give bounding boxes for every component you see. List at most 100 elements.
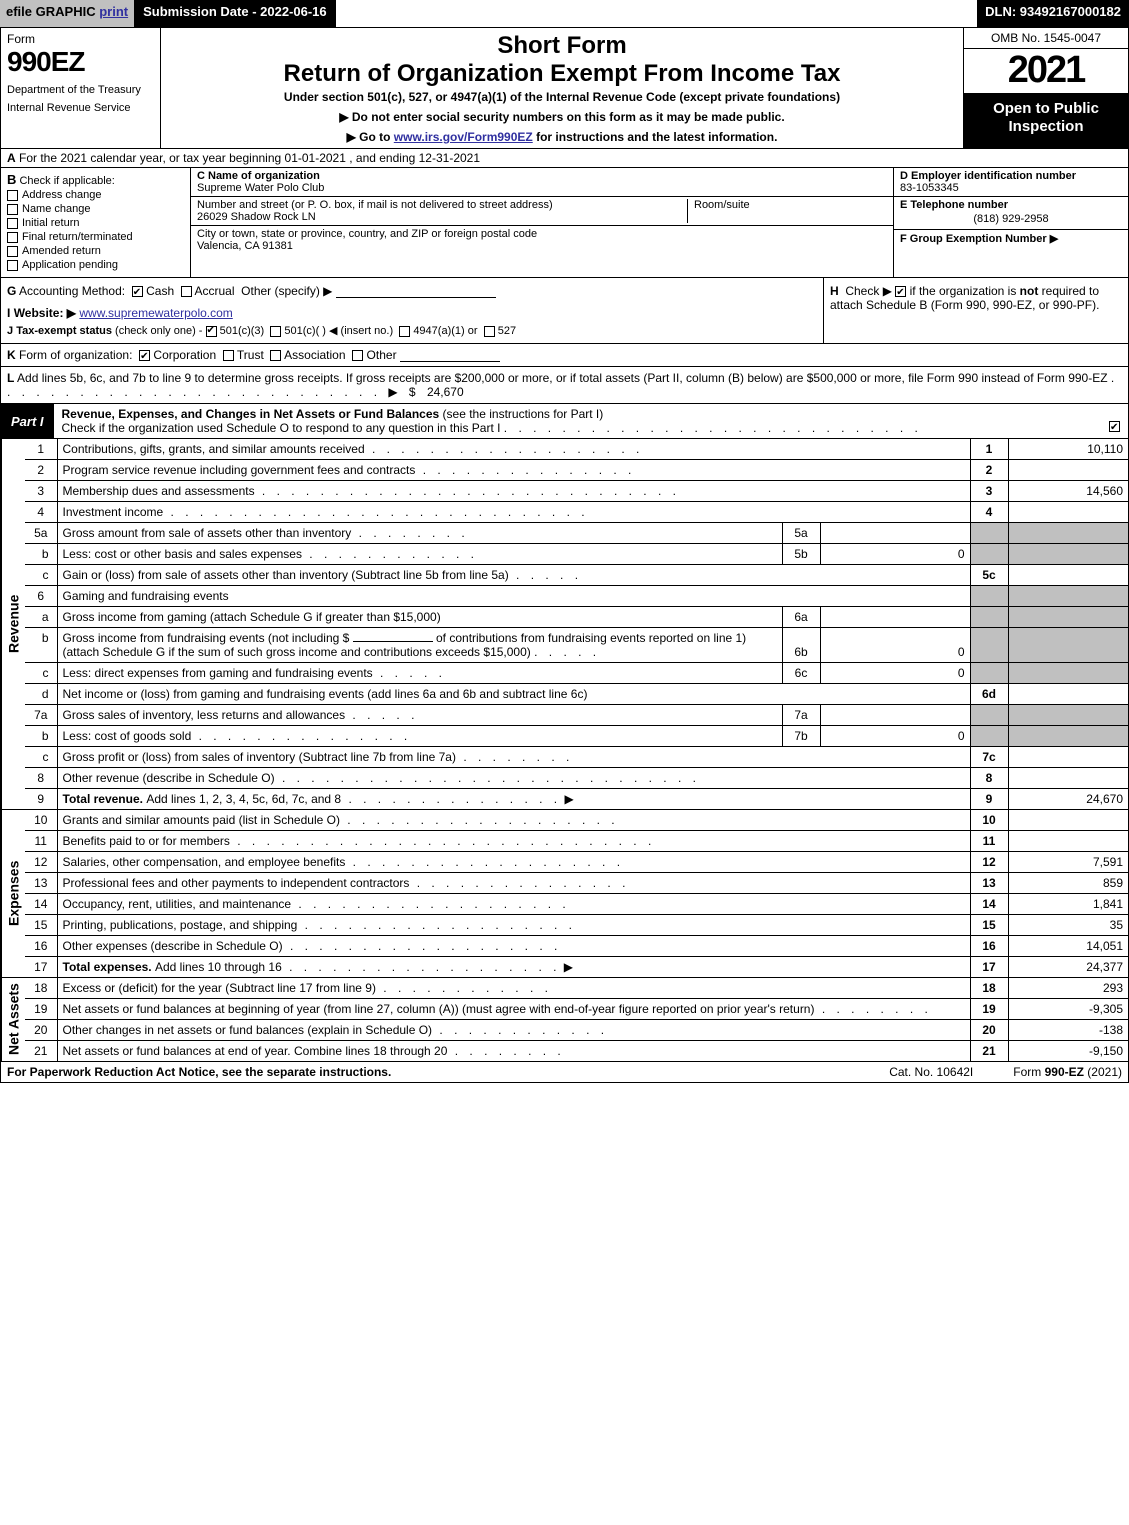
chk-initial-return: Initial return [7,217,184,229]
shade-cell [970,607,1008,628]
desc-text: Occupancy, rent, utilities, and maintena… [63,897,292,911]
checkbox-schedb-icon[interactable] [895,286,906,297]
dots: . . . . . . . . [456,750,573,764]
city-value: Valencia, CA 91381 [197,240,293,252]
arrow-icon: ▶ [564,792,573,806]
checkbox-accrual-icon[interactable] [181,286,192,297]
part-1-instr: (see the instructions for Part I) [443,407,604,421]
part-1-label: Part I [1,411,54,432]
checkbox-trust-icon[interactable] [223,350,234,361]
checkbox-501c-icon[interactable] [270,326,281,337]
return-title: Return of Organization Exempt From Incom… [167,60,957,88]
ghi-block: G Accounting Method: Cash Accrual Other … [0,278,1129,344]
desc-text: Benefits paid to or for members [63,834,230,848]
dots: . . . . . [345,708,418,722]
desc-text: Gross amount from sale of assets other t… [63,526,352,540]
opt-other: Other [367,348,397,362]
shade-cell [970,726,1008,747]
row-h-text1: Check ▶ [845,284,892,298]
cash-label: Cash [146,284,174,298]
sub-val: 0 [820,628,970,663]
line-value [1008,460,1128,481]
revenue-side-label: Revenue [1,439,25,809]
netassets-table-body: 18 Excess or (deficit) for the year (Sub… [25,978,1128,1061]
phone-value: (818) 929-2958 [900,211,1122,227]
line-10: 10 Grants and similar amounts paid (list… [25,810,1128,831]
netassets-table: 18 Excess or (deficit) for the year (Sub… [25,978,1128,1061]
row-i-letter: I [7,306,10,320]
street-row: Number and street (or P. O. box, if mail… [191,197,893,226]
line-value: -9,150 [1008,1041,1128,1062]
line-12: 12 Salaries, other compensation, and emp… [25,852,1128,873]
city-row: City or town, state or province, country… [191,226,893,254]
checkbox-corp-icon[interactable] [139,350,150,361]
line-desc: Net assets or fund balances at beginning… [57,999,970,1020]
checkbox-assoc-icon[interactable] [270,350,281,361]
line-value [1008,684,1128,705]
line-num: c [25,565,57,586]
checkbox-icon[interactable] [7,190,18,201]
netassets-side-label: Net Assets [1,978,25,1061]
line-value: 35 [1008,915,1128,936]
sub-val [820,523,970,544]
line-7c: c Gross profit or (loss) from sales of i… [25,747,1128,768]
sub-val: 0 [820,663,970,684]
blank-amount [353,641,433,642]
desc-text: Investment income [63,505,164,519]
line-num: 15 [25,915,57,936]
line-19: 19 Net assets or fund balances at beginn… [25,999,1128,1020]
website-link[interactable]: www.supremewaterpolo.com [79,306,232,320]
dots: . . . . . . . . [447,1044,564,1058]
dots: . . . . . . . . . . . . . . . . . . . [291,897,570,911]
footer-post: (2021) [1084,1065,1122,1079]
checkbox-icon[interactable] [7,232,18,243]
short-form-title: Short Form [167,32,957,60]
dots: . . . . . [509,568,582,582]
line-num: b [25,544,57,565]
row-j-label: Tax-exempt status [16,325,112,337]
line-value [1008,565,1128,586]
line-6b: b Gross income from fundraising events (… [25,628,1128,663]
line-num: 2 [25,460,57,481]
row-i-website: I Website: ▶ www.supremewaterpolo.com [7,306,817,320]
line-rnum: 12 [970,852,1008,873]
print-link[interactable]: print [99,4,128,19]
row-l-gross-receipts: L Add lines 5b, 6c, and 7b to line 9 to … [0,367,1129,404]
dots: . . . . . . . . . . . . . . . [415,463,635,477]
line-desc: Gross sales of inventory, less returns a… [57,705,782,726]
sub-val: 0 [820,726,970,747]
goto-link[interactable]: www.irs.gov/Form990EZ [394,130,533,144]
desc-bold: Total expenses. [63,960,155,974]
part-1-check-text: Check if the organization used Schedule … [62,421,501,435]
row-k-form-org: K Form of organization: Corporation Trus… [0,344,1129,367]
header-center: Short Form Return of Organization Exempt… [161,28,963,148]
checkbox-icon[interactable] [7,246,18,257]
line-num: 12 [25,852,57,873]
checkbox-icon[interactable] [7,218,18,229]
part-1-dots: . . . . . . . . . . . . . . . . . . . . … [504,421,922,435]
checkbox-cash-icon[interactable] [132,286,143,297]
checkbox-501c3-icon[interactable] [206,326,217,337]
shade-cell [1008,523,1128,544]
line-num: 7a [25,705,57,726]
dots: . . . . . . . . . . . . . . . . . . . [283,939,562,953]
dots: . . . . . . . . . . . . . . . . . . . . … [230,834,655,848]
line-value: 7,591 [1008,852,1128,873]
checkbox-icon[interactable] [7,204,18,215]
header-left: Form 990EZ Department of the Treasury In… [1,28,161,148]
checkbox-other-icon[interactable] [352,350,363,361]
expenses-table-body: 10 Grants and similar amounts paid (list… [25,810,1128,977]
ein-value: 83-1053345 [900,182,959,194]
line-rnum: 2 [970,460,1008,481]
line-desc: Gross income from fundraising events (no… [57,628,782,663]
line-rnum: 18 [970,978,1008,999]
checkbox-4947-icon[interactable] [399,326,410,337]
checkbox-527-icon[interactable] [484,326,495,337]
checkbox-icon[interactable] [7,260,18,271]
line-desc: Gain or (loss) from sale of assets other… [57,565,970,586]
line-1: 1 Contributions, gifts, grants, and simi… [25,439,1128,460]
line-rnum: 11 [970,831,1008,852]
line-num: 20 [25,1020,57,1041]
line-value: 293 [1008,978,1128,999]
checkbox-schedo-icon[interactable] [1109,421,1120,432]
